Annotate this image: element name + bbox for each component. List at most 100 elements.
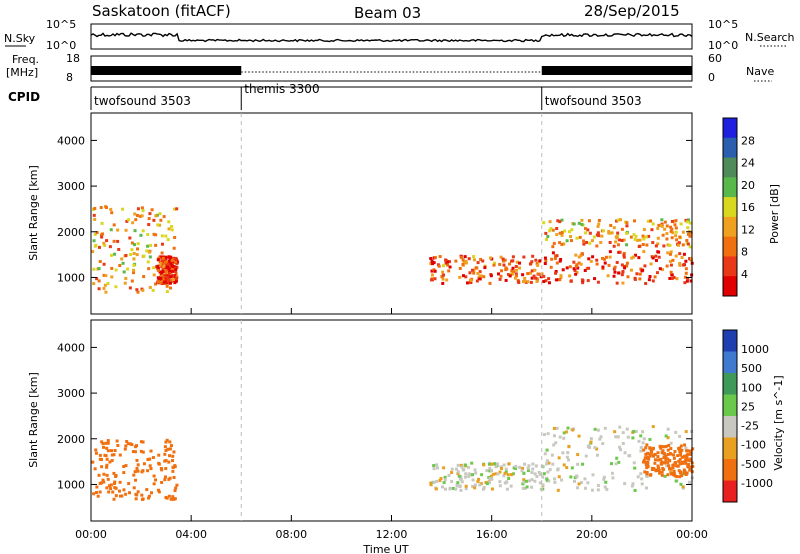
velocity-cell	[651, 447, 655, 451]
velocity-cell	[689, 457, 693, 461]
velocity-cell	[109, 483, 113, 487]
power-cell	[165, 276, 169, 280]
power-cell	[674, 234, 678, 238]
power-cell	[549, 265, 553, 269]
power-cell	[464, 261, 468, 265]
power-cell	[140, 214, 144, 218]
velocity-cell	[151, 456, 155, 460]
power-cell	[634, 253, 638, 257]
power-cell	[158, 223, 162, 227]
velocity-cell	[135, 458, 139, 462]
power-cell	[623, 266, 627, 270]
power-cell	[613, 270, 617, 274]
power-cell	[634, 234, 638, 238]
power-cell	[595, 244, 599, 248]
velocity-cell	[149, 491, 153, 495]
velocity-cell	[557, 456, 561, 460]
velocity-cell	[667, 443, 671, 447]
velocity-cell	[686, 464, 690, 468]
velocity-cell	[498, 484, 502, 488]
velocity-cell	[467, 472, 471, 476]
velocity-cell	[678, 462, 682, 466]
velocity-cell	[459, 477, 463, 481]
velocity-cell	[685, 453, 689, 457]
velocity-cell	[639, 449, 643, 453]
velocity-cell	[450, 467, 454, 471]
power-cell	[148, 255, 152, 259]
power-cell	[136, 242, 140, 246]
power-cell	[92, 282, 96, 286]
power-cell	[668, 259, 672, 263]
y-tick-label: 1000	[57, 271, 85, 284]
velocity-cell	[98, 490, 102, 494]
power-cell	[124, 276, 128, 280]
velocity-cell	[653, 452, 657, 456]
noise-trace	[90, 32, 693, 43]
velocity-cell	[651, 425, 655, 429]
power-cell	[501, 257, 505, 261]
velocity-cell	[643, 456, 647, 460]
velocity-cell	[674, 461, 678, 465]
velocity-cell	[543, 433, 547, 437]
power-cell	[156, 264, 160, 268]
power-cell	[539, 275, 543, 279]
power-cell	[174, 267, 178, 271]
velocity-cell	[645, 443, 649, 447]
power-cell	[607, 229, 611, 233]
velocity-cell	[507, 462, 511, 466]
power-cell	[641, 268, 645, 272]
power-cell	[113, 252, 117, 256]
power-cell	[169, 263, 173, 267]
velocity-cell	[589, 437, 593, 441]
power-cell	[130, 279, 134, 283]
power-cell	[536, 272, 540, 276]
velocity-cell	[630, 484, 634, 488]
power-cell	[101, 232, 105, 236]
freq-panel: Freq. [MHz] 18 8 60 0 Nave	[6, 52, 774, 84]
velocity-cell	[494, 465, 498, 469]
power-cell	[159, 276, 163, 280]
power-cell	[499, 274, 503, 278]
velocity-cell	[521, 486, 525, 490]
velocity-cell	[553, 477, 557, 481]
power-cell	[586, 228, 590, 232]
power-cell	[563, 229, 567, 233]
power-cell	[595, 258, 599, 262]
velocity-cell	[686, 458, 690, 462]
power-cell	[441, 277, 445, 281]
cpid-segment-label: themis 3300	[244, 82, 319, 96]
power-cell	[601, 267, 605, 271]
velocity-cell	[591, 488, 595, 492]
velocity-cell	[163, 445, 167, 449]
power-cell	[651, 241, 655, 245]
power-cell	[173, 236, 177, 240]
power-cell	[132, 263, 136, 267]
velocity-cell	[473, 486, 477, 490]
power-cell	[158, 260, 162, 264]
power-cell	[574, 253, 578, 257]
power-cell	[104, 206, 108, 210]
velocity-cell	[546, 470, 550, 474]
velocity-cell	[467, 474, 471, 478]
velocity-cell	[573, 476, 577, 480]
velocity-cell	[550, 453, 554, 457]
velocity-cell	[645, 471, 649, 475]
power-cell	[164, 260, 168, 264]
power-cell	[472, 268, 476, 272]
power-cell	[681, 263, 685, 267]
velocity-cell	[589, 440, 593, 444]
velocity-cell	[140, 493, 144, 497]
power-cell	[504, 268, 508, 272]
power-cell	[561, 268, 565, 272]
power-cell	[619, 218, 623, 222]
power-cell	[100, 221, 104, 225]
power-cell	[129, 252, 133, 256]
velocity-cell	[494, 472, 498, 476]
power-cell	[156, 280, 160, 284]
velocity-cell	[666, 436, 670, 440]
power-cell	[164, 234, 168, 238]
velocity-cell	[163, 459, 167, 463]
power-cell	[647, 278, 651, 282]
velocity-cell	[661, 467, 665, 471]
